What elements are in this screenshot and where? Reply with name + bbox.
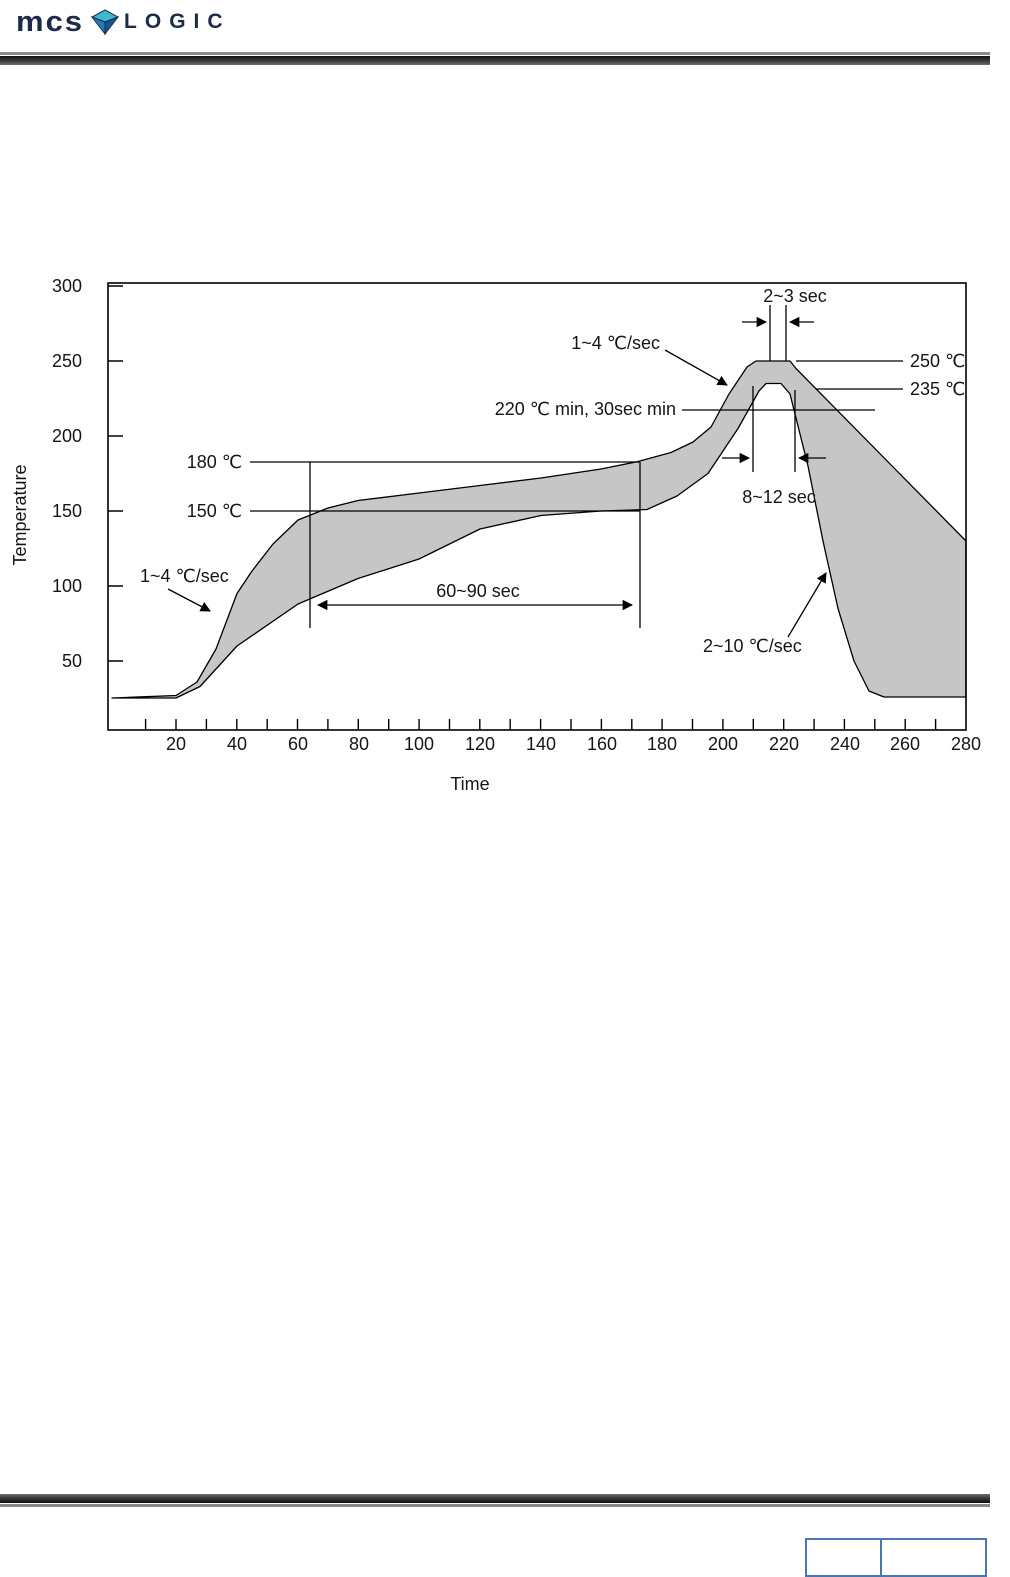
revision-table-cell <box>882 1540 985 1575</box>
cooling-rate-arrow <box>787 572 827 638</box>
y-tick-label: 150 <box>52 501 82 521</box>
x-tick-label: 40 <box>227 734 247 754</box>
brand-logo: mcs LOGIC <box>16 6 231 37</box>
reflow-profile-svg: 300 250 200 150 100 50 20 40 60 80 100 1… <box>10 276 981 794</box>
top-divider-thick-line <box>0 56 990 65</box>
preheat-rate-arrow <box>167 588 211 612</box>
y-axis-ticks <box>108 285 123 662</box>
y-tick-label: 50 <box>62 651 82 671</box>
top-divider <box>0 52 990 65</box>
x-tick-label: 260 <box>890 734 920 754</box>
x-tick-label: 280 <box>951 734 981 754</box>
x-tick-label: 80 <box>349 734 369 754</box>
soak-lower-label: 150 ℃ <box>187 501 242 521</box>
x-tick-label: 160 <box>587 734 617 754</box>
above-220-label: 220 ℃ min, 30sec min <box>495 399 676 419</box>
cooling-rate-label: 2~10 ℃/sec <box>703 636 802 656</box>
brand-name-mcs: mcs <box>16 5 85 38</box>
revision-table <box>805 1538 987 1577</box>
x-tick-label: 180 <box>647 734 677 754</box>
x-tick-label: 220 <box>769 734 799 754</box>
peak-window-marker-lines <box>752 386 796 472</box>
y-tick-label: 200 <box>52 426 82 446</box>
peak-max-label: 250 ℃ <box>910 351 965 371</box>
x-tick-label: 20 <box>166 734 186 754</box>
bottom-divider <box>0 1494 990 1507</box>
top-divider-thin-line <box>0 52 990 55</box>
soak-upper-label: 180 ℃ <box>187 452 242 472</box>
ramp-to-peak-arrow <box>664 349 728 386</box>
bottom-divider-thin-line <box>0 1504 990 1507</box>
y-tick-label: 300 <box>52 276 82 296</box>
bottom-divider-thick-line <box>0 1494 990 1503</box>
diamond-gem-icon <box>91 8 120 35</box>
peak-window-label: 8~12 sec <box>742 487 816 507</box>
plot-frame <box>107 282 967 731</box>
y-tick-label: 100 <box>52 576 82 596</box>
preheat-rate-label: 1~4 ℃/sec <box>140 566 229 586</box>
x-tick-label: 100 <box>404 734 434 754</box>
y-axis-title: Temperature <box>10 464 30 565</box>
brand-name-logic: LOGIC <box>124 10 231 33</box>
x-tick-label: 60 <box>288 734 308 754</box>
x-tick-label: 120 <box>465 734 495 754</box>
x-axis-ticks <box>144 719 937 730</box>
soak-duration-label: 60~90 sec <box>436 581 520 601</box>
ramp-to-peak-label: 1~4 ℃/sec <box>571 333 660 353</box>
soak-window-vertical-lines <box>309 462 641 628</box>
peak-min-label: 235 ℃ <box>910 379 965 399</box>
revision-table-cell <box>807 1540 882 1575</box>
x-axis-title: Time <box>450 774 489 794</box>
peak-duration-marker-lines <box>769 305 787 361</box>
x-tick-label: 240 <box>830 734 860 754</box>
peak-duration-label: 2~3 sec <box>763 286 827 306</box>
reflow-profile-chart: 300 250 200 150 100 50 20 40 60 80 100 1… <box>0 260 1010 820</box>
y-tick-label: 250 <box>52 351 82 371</box>
x-tick-label: 140 <box>526 734 556 754</box>
x-tick-label: 200 <box>708 734 738 754</box>
